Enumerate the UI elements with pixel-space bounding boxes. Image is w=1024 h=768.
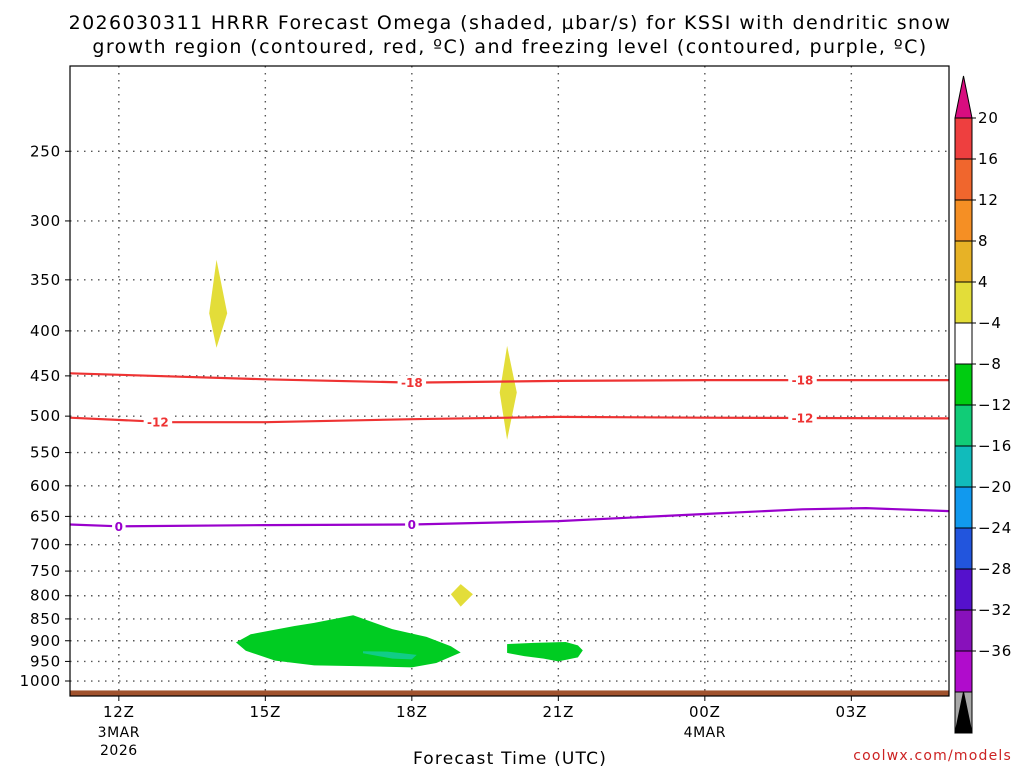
contour-label-bg-1-1 bbox=[788, 410, 817, 425]
y-tick-label-1000: 1000 bbox=[20, 672, 61, 690]
colorbar-box-11 bbox=[954, 568, 973, 611]
colorbar-label-0: 20 bbox=[978, 109, 999, 127]
y-tick-label-450: 450 bbox=[30, 367, 61, 385]
colorbar-label-10: −24 bbox=[978, 519, 1012, 537]
colorbar-box-4 bbox=[954, 281, 973, 324]
colorbar-label-11: −28 bbox=[978, 560, 1012, 578]
colorbar-box-0 bbox=[954, 117, 973, 160]
colorbar-label-7: −12 bbox=[978, 396, 1012, 414]
colorbar-box-7 bbox=[954, 404, 973, 447]
y-tick-label-750: 750 bbox=[30, 562, 61, 580]
contour-label-bg-0-1 bbox=[788, 373, 817, 388]
colorbar-label-1: 16 bbox=[978, 150, 999, 168]
y-tick-label-400: 400 bbox=[30, 322, 61, 340]
y-tick-label-850: 850 bbox=[30, 610, 61, 628]
omega-area-0 bbox=[209, 259, 228, 348]
y-tick-label-900: 900 bbox=[30, 632, 61, 650]
chart-title-line-2: growth region (contoured, red, ºC) and f… bbox=[92, 36, 927, 58]
contour-label-0-1: -18 bbox=[792, 374, 814, 388]
colorbar-label-8: −16 bbox=[978, 437, 1012, 455]
colorbar-box-8 bbox=[954, 445, 973, 488]
x-tick-label-03Z: 03Z bbox=[835, 703, 867, 721]
contour-label-1-1: -12 bbox=[792, 411, 814, 425]
omega-area-4 bbox=[363, 651, 417, 660]
omega-colorbar: 20 16 12 8 4 −4 −8 −12 −16 −20 −24 −28 −32 −36 bbox=[954, 75, 1012, 734]
y-tick-label-500: 500 bbox=[30, 407, 61, 425]
colorbar-label-3: 8 bbox=[978, 232, 988, 250]
x-tick-label-12Z: 12Z bbox=[103, 703, 135, 721]
colorbar-label-9: −20 bbox=[978, 478, 1012, 496]
omega-area-2 bbox=[450, 584, 473, 607]
time-axis: 12Z 3MAR 2026 15Z 18Z 21Z 00Z 4MAR 03Z bbox=[98, 696, 867, 759]
colorbar-box-6 bbox=[954, 363, 973, 406]
colorbar-label-5: −4 bbox=[978, 314, 1002, 332]
colorbar-box-10 bbox=[954, 527, 973, 570]
omega-area-5 bbox=[507, 642, 583, 662]
x-tick-label-00Z: 00Z bbox=[689, 703, 721, 721]
pressure-axis: 250 300 350 400 450 500 550 600 650 700 750 800 850 9… bbox=[20, 142, 70, 690]
plot-frame bbox=[69, 65, 950, 697]
contour-label-bg-0-0 bbox=[397, 375, 427, 390]
y-tick-label-550: 550 bbox=[30, 444, 61, 462]
colorbar-box-5 bbox=[954, 322, 973, 365]
x-tick-sublabel-12Z-1: 2026 bbox=[100, 743, 138, 759]
y-tick-label-600: 600 bbox=[30, 477, 61, 495]
y-tick-label-300: 300 bbox=[30, 212, 61, 230]
credit-text: coolwx.com/models bbox=[853, 748, 1012, 764]
x-axis-title: Forecast Time (UTC) bbox=[413, 749, 607, 768]
x-tick-label-18Z: 18Z bbox=[396, 703, 428, 721]
contour-label-bg-2-0 bbox=[112, 519, 126, 534]
chart-title-line-1: 2026030311 HRRR Forecast Omega (shaded, … bbox=[69, 12, 952, 34]
contour-label-bg-1-0 bbox=[143, 414, 173, 429]
contour-label-2-1: 0 bbox=[408, 518, 416, 532]
colorbar-box-13 bbox=[954, 650, 973, 693]
x-tick-label-21Z: 21Z bbox=[542, 703, 574, 721]
contour-line-2 bbox=[69, 506, 950, 528]
colorbar-cap-top bbox=[954, 75, 973, 119]
contour-label-0-0: -18 bbox=[401, 376, 423, 390]
contour-label-1-0: -12 bbox=[147, 415, 169, 429]
omega-shaded-regions bbox=[70, 259, 949, 696]
y-tick-label-700: 700 bbox=[30, 536, 61, 554]
colorbar-label-2: 12 bbox=[978, 191, 999, 209]
colorbar-label-13: −36 bbox=[978, 642, 1012, 660]
terrain-surface bbox=[70, 690, 949, 696]
temperature-contours: -18 -18 -12 -12 0 0 bbox=[69, 372, 950, 534]
y-tick-label-800: 800 bbox=[30, 587, 61, 605]
y-tick-label-650: 650 bbox=[30, 507, 61, 525]
colorbar-box-2 bbox=[954, 199, 973, 242]
colorbar-box-9 bbox=[954, 486, 973, 529]
colorbar-label-12: −32 bbox=[978, 601, 1012, 619]
x-tick-sublabel-12Z-0: 3MAR bbox=[98, 725, 140, 741]
x-tick-sublabel-00Z-0: 4MAR bbox=[684, 725, 726, 741]
y-tick-label-950: 950 bbox=[30, 652, 61, 670]
colorbar-label-4: 4 bbox=[978, 273, 988, 291]
omega-area-1 bbox=[499, 345, 517, 440]
colorbar-box-3 bbox=[954, 240, 973, 283]
colorbar-label-6: −8 bbox=[978, 355, 1002, 373]
colorbar-box-1 bbox=[954, 158, 973, 201]
contour-line-0 bbox=[69, 372, 949, 384]
y-tick-label-350: 350 bbox=[30, 271, 61, 289]
contour-label-bg-2-1 bbox=[405, 517, 419, 532]
colorbar-cap-bottom bbox=[954, 691, 973, 734]
colorbar-box-12 bbox=[954, 609, 973, 652]
x-tick-label-15Z: 15Z bbox=[249, 703, 281, 721]
contour-label-2-0: 0 bbox=[115, 520, 123, 534]
y-tick-label-250: 250 bbox=[30, 142, 61, 160]
